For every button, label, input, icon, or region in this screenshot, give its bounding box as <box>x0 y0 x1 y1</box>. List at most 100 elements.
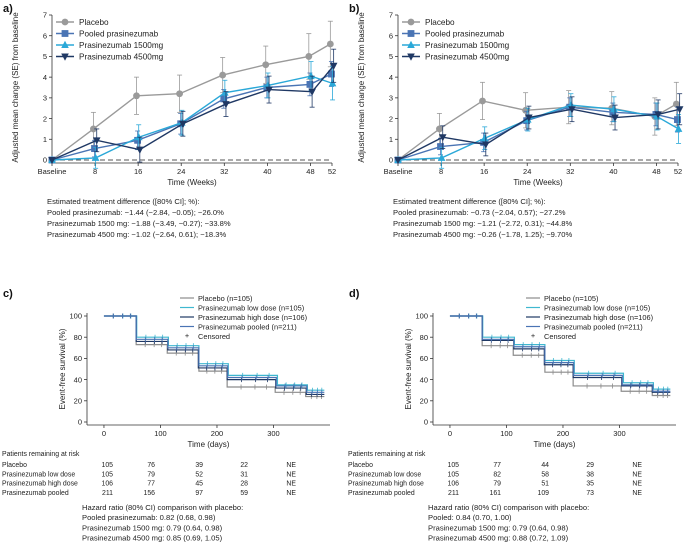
y-tick-label: 2 <box>43 114 47 123</box>
risk-table-cell: 38 <box>586 471 594 478</box>
risk-table-cell: 79 <box>147 471 155 478</box>
x-tick-label: 8 <box>93 167 97 176</box>
km-curve-placebo-n-105 <box>449 315 671 397</box>
series-line-prasinezumab-4500mg <box>397 108 680 161</box>
data-point <box>654 111 662 119</box>
x-tick-label: 48 <box>652 167 660 176</box>
x-tick-label: 24 <box>523 167 531 176</box>
legend-label: Pooled prasinezumab <box>425 30 505 39</box>
legend-marker <box>61 40 69 48</box>
note-line: Pooled prasinezumab: −0.73 (−2.04, 0.57)… <box>393 208 566 217</box>
y-tick-label: 1 <box>43 135 47 144</box>
y-tick-label: 80 <box>74 333 82 342</box>
note-line: Prasinezumab 4500 mg: 0.88 (0.72, 1.09) <box>428 534 569 543</box>
panel-label: b) <box>349 3 360 15</box>
km-curve-prasinezumab-high-dose-n-106 <box>449 315 671 393</box>
legend-label: Pooled prasinezumab <box>79 30 159 39</box>
x-tick-label: 100 <box>154 429 167 438</box>
data-point <box>610 105 618 113</box>
risk-table-cell: NE <box>632 490 642 497</box>
risk-table-cell: 161 <box>490 490 502 497</box>
legend-marker <box>407 40 415 48</box>
y-axis-title: Adjusted mean change (SE) from baseline <box>11 12 20 163</box>
note-heading: Estimated treatment difference ([80% CI]… <box>393 197 546 206</box>
legend-label: Prasinezumab 4500mg <box>79 53 164 62</box>
x-tick-label: Baseline <box>38 167 67 176</box>
risk-table-cell: 44 <box>541 462 549 469</box>
x-tick-label: 200 <box>557 429 570 438</box>
km-curve-prasinezumab-pooled-n-211 <box>449 315 671 392</box>
data-point <box>674 116 681 124</box>
data-point <box>220 95 228 103</box>
data-point <box>609 108 617 116</box>
risk-table-cell: 52 <box>195 471 203 478</box>
risk-table-header: Patients remaining at risk <box>348 451 426 458</box>
legend-label: Placebo <box>425 18 455 27</box>
risk-table-row-label: Prasinezumab high dose <box>348 481 424 488</box>
x-tick-label: Baseline <box>384 167 413 176</box>
note-heading: Hazard ratio (80% CI) comparison with pl… <box>428 503 589 512</box>
risk-table-cell: 39 <box>195 462 203 469</box>
legend-label: Prasinezumab pooled (n=211) <box>544 322 643 331</box>
data-point <box>92 137 101 145</box>
risk-table-row-label: Placebo <box>348 462 373 469</box>
data-point <box>176 90 183 98</box>
x-tick-label: 24 <box>177 167 185 176</box>
data-point <box>90 125 97 133</box>
y-tick-label: 7 <box>43 11 47 20</box>
data-point <box>674 124 683 132</box>
legend-marker <box>407 30 415 37</box>
risk-table-cell: 77 <box>493 462 501 469</box>
y-tick-label: 3 <box>43 94 47 103</box>
data-point <box>525 114 533 122</box>
km-panel-3: d) 0 20 40 60 80 100 0 100 200 300 Time (days) Event… <box>348 288 676 543</box>
x-tick-label: 16 <box>480 167 488 176</box>
data-point <box>91 145 98 153</box>
y-tick-label: 40 <box>420 375 428 384</box>
legend-label: Censored <box>198 332 230 341</box>
legend-label: Prasinezumab high dose (n=106) <box>198 313 307 322</box>
risk-table-row-label: Prasinezumab pooled <box>348 490 415 497</box>
risk-table-cell: 82 <box>493 471 501 478</box>
series-line-prasinezumab-1500mg <box>51 75 333 161</box>
legend-label: Prasinezumab 4500mg <box>425 53 510 62</box>
x-tick-label: 0 <box>448 429 452 438</box>
legend-label: Prasinezumab 1500mg <box>79 41 164 50</box>
y-tick-label: 3 <box>389 94 393 103</box>
risk-table-row-label: Prasinezumab low dose <box>2 471 75 478</box>
note-line: Prasinezumab 4500 mg: −0.26 (−1.78, 1.25… <box>393 230 572 239</box>
risk-table-cell: 79 <box>493 481 501 488</box>
y-tick-label: 100 <box>69 312 82 321</box>
risk-table-cell: 105 <box>102 471 114 478</box>
legend-marker <box>407 53 415 61</box>
risk-table-row-label: Placebo <box>2 462 27 469</box>
x-axis-title: Time (days) <box>534 440 576 449</box>
risk-table-header: Patients remaining at risk <box>2 451 80 458</box>
risk-table-cell: 105 <box>448 462 460 469</box>
series-line-placebo <box>51 43 331 161</box>
data-point <box>221 88 229 96</box>
x-tick-label: 32 <box>220 167 228 176</box>
data-point <box>136 146 144 154</box>
y-tick-label: 40 <box>74 375 82 384</box>
risk-table-cell: NE <box>286 471 296 478</box>
note-line: Prasinezumab 1500 mg: −1.21 (−2.72, 0.31… <box>393 219 572 228</box>
x-tick-label: 0 <box>102 429 106 438</box>
data-point <box>675 106 684 114</box>
data-point <box>479 97 486 105</box>
data-point <box>308 88 316 96</box>
legend-label: Prasinezumab low dose (n=105) <box>544 303 650 312</box>
data-point <box>179 120 187 128</box>
risk-table-row-label: Prasinezumab low dose <box>348 471 421 478</box>
x-tick-label: 32 <box>566 167 574 176</box>
data-point <box>48 157 56 165</box>
legend-marker <box>61 53 69 61</box>
data-point <box>394 157 402 165</box>
series-line-pooled-prasinezumab <box>397 106 678 161</box>
data-point <box>265 86 273 94</box>
y-tick-label: 4 <box>43 73 47 82</box>
risk-table-cell: 106 <box>102 481 114 488</box>
x-tick-label: 52 <box>328 167 336 176</box>
risk-table-cell: 77 <box>147 481 155 488</box>
